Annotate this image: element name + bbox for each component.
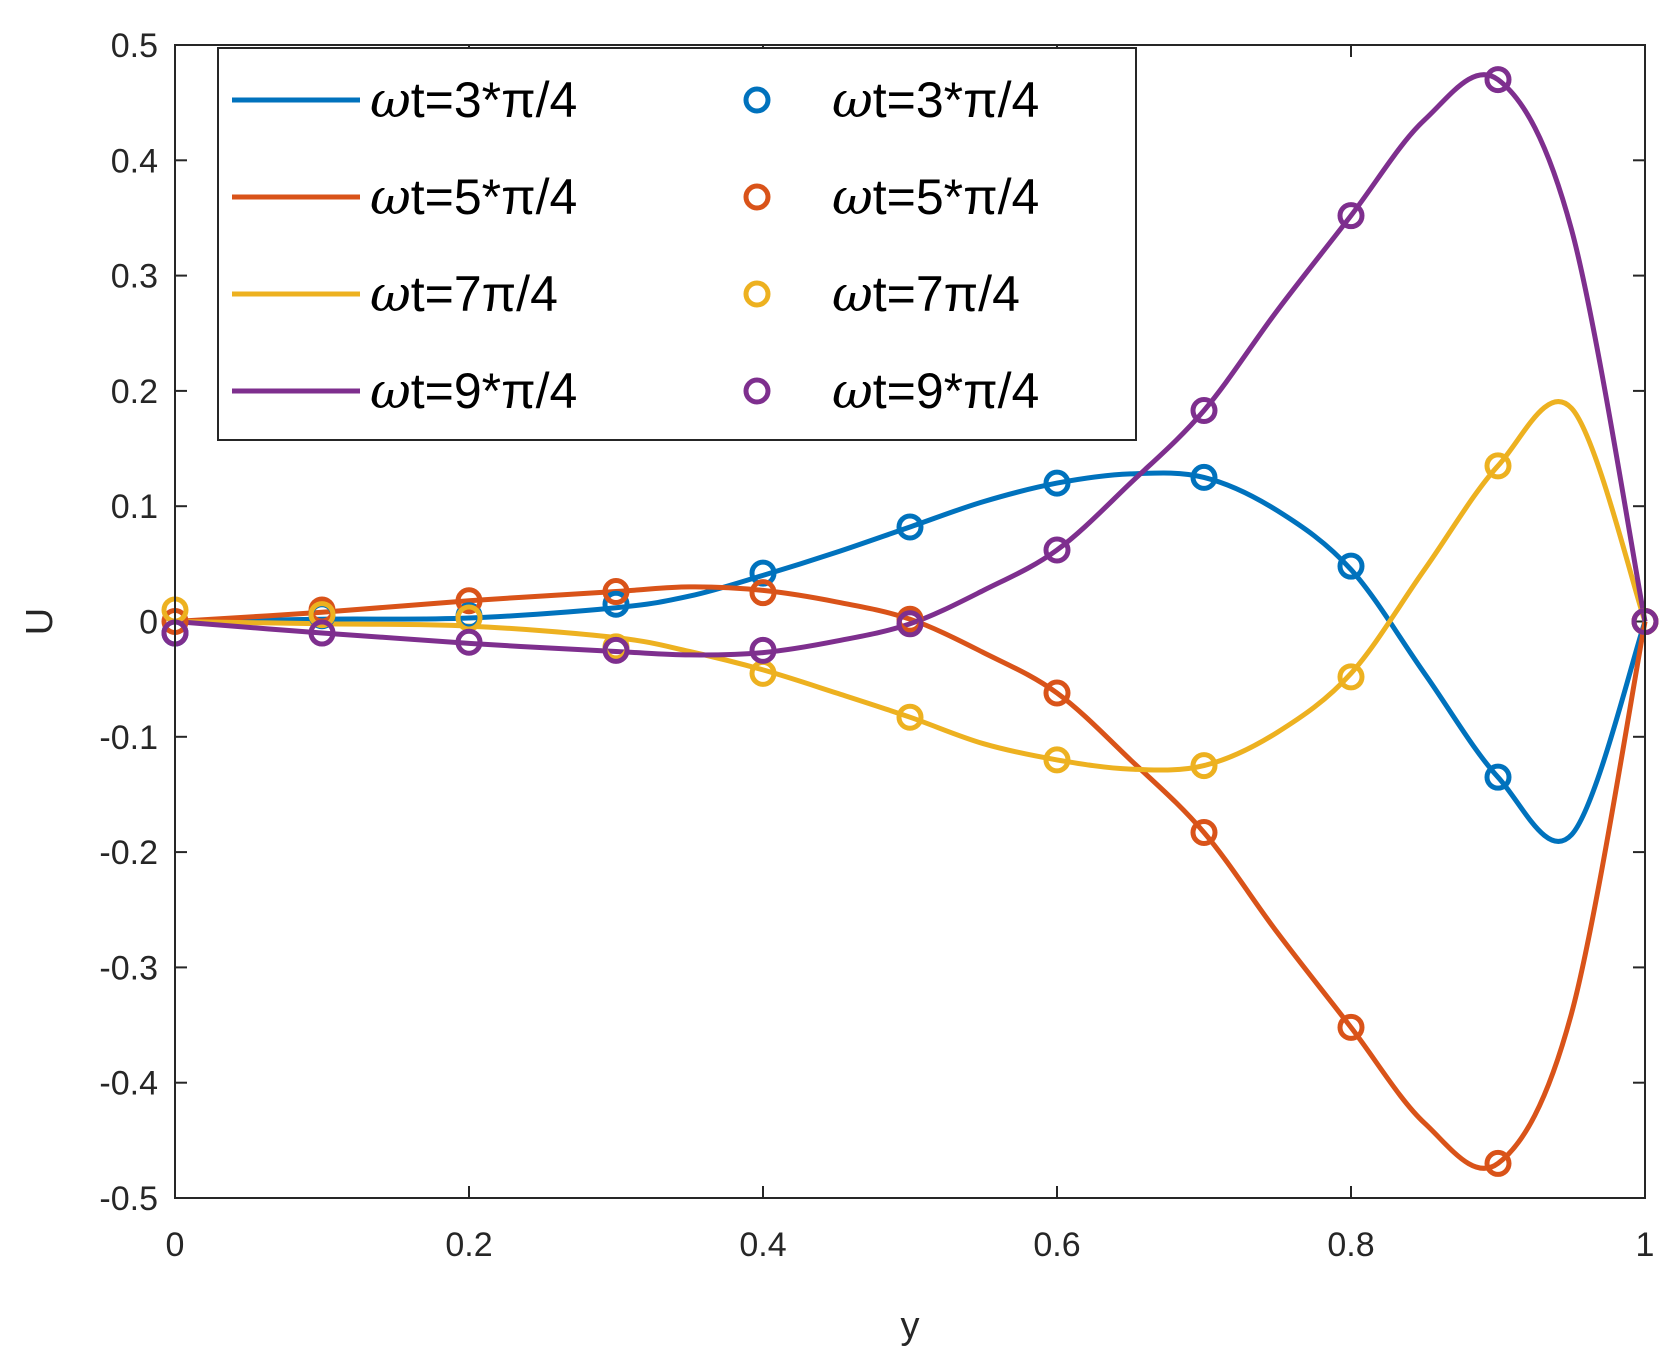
y-tick-label: 0.3 <box>111 258 158 296</box>
x-tick-label: 0.6 <box>1033 1226 1080 1264</box>
y-tick-label: -0.1 <box>99 719 158 757</box>
x-tick-label: 0 <box>166 1226 185 1264</box>
legend-label: ωt=3*π/4 <box>832 71 1039 129</box>
data-point <box>1337 1013 1365 1041</box>
legend-swatch-marker <box>743 280 771 308</box>
legend: ωt=3*π/4ωt=5*π/4ωt=7π/4ωt=9*π/4ωt=3*π/4ω… <box>217 47 1137 441</box>
legend-label-prefix: ω <box>832 168 873 226</box>
legend-label-text: t=3*π/4 <box>411 72 578 128</box>
x-tick-label: 0.2 <box>445 1226 492 1264</box>
data-point <box>1484 763 1512 791</box>
data-point <box>602 590 630 618</box>
series-markers-markers_9pi4 <box>161 66 1659 664</box>
y-tick-label: 0 <box>139 604 158 642</box>
data-point <box>455 628 483 656</box>
legend-label: ωt=7π/4 <box>370 265 558 323</box>
data-point <box>308 601 336 629</box>
legend-label-prefix: ω <box>832 71 873 129</box>
data-point <box>1484 452 1512 480</box>
legend-label-text: t=3*π/4 <box>873 72 1040 128</box>
x-tick-label: 0.4 <box>739 1226 786 1264</box>
legend-label-text: t=9*π/4 <box>411 363 578 419</box>
x-tick-label: 0.8 <box>1327 1226 1374 1264</box>
y-axis-label: U <box>19 608 61 635</box>
x-tick-label: 1 <box>1636 1226 1655 1264</box>
legend-label-text: t=5*π/4 <box>411 169 578 225</box>
data-point <box>455 587 483 615</box>
legend-label-prefix: ω <box>832 265 873 323</box>
data-point <box>1043 536 1071 564</box>
series-line-line_5pi4 <box>174 584 1648 1171</box>
legend-swatch-marker <box>743 377 771 405</box>
data-point <box>749 579 777 607</box>
data-point <box>602 636 630 664</box>
data-point <box>1190 463 1218 491</box>
data-point <box>1043 469 1071 497</box>
legend-label: ωt=9*π/4 <box>832 362 1039 420</box>
legend-label: ωt=5*π/4 <box>832 168 1039 226</box>
legend-label-prefix: ω <box>370 168 411 226</box>
data-point <box>1484 66 1512 94</box>
y-tick-label: 0.2 <box>111 373 158 411</box>
x-axis-label: y <box>901 1305 920 1347</box>
data-series <box>161 66 1659 1177</box>
legend-label: ωt=3*π/4 <box>370 71 577 129</box>
legend-label: ωt=9*π/4 <box>370 362 577 420</box>
data-point <box>1337 202 1365 230</box>
data-point <box>1190 818 1218 846</box>
legend-swatch-marker <box>743 86 771 114</box>
data-point <box>1190 397 1218 425</box>
y-tick-label: -0.3 <box>99 949 158 987</box>
legend-label: ωt=5*π/4 <box>370 168 577 226</box>
data-point <box>1484 1149 1512 1177</box>
y-tick-label: -0.4 <box>99 1065 158 1103</box>
legend-label-text: t=9*π/4 <box>873 363 1040 419</box>
data-point <box>749 636 777 664</box>
legend-swatch-marker <box>743 183 771 211</box>
data-point <box>602 578 630 606</box>
y-tick-label: 0.4 <box>111 142 158 180</box>
data-point <box>896 610 924 638</box>
legend-label-prefix: ω <box>370 71 411 129</box>
y-tick-label: -0.5 <box>99 1180 158 1218</box>
legend-box <box>217 47 1137 441</box>
legend-label-text: t=7π/4 <box>411 266 558 322</box>
y-tick-label: 0.5 <box>111 27 158 65</box>
legend-label-prefix: ω <box>370 362 411 420</box>
plot-frame <box>174 44 1646 1199</box>
legend-label: ωt=7π/4 <box>832 265 1020 323</box>
data-point <box>1190 752 1218 780</box>
data-point <box>1337 663 1365 691</box>
legend-label-text: t=5*π/4 <box>873 169 1040 225</box>
data-point <box>896 513 924 541</box>
data-point <box>1043 679 1071 707</box>
data-point <box>1043 746 1071 774</box>
series-line-line_9pi4 <box>174 72 1648 658</box>
axis-ticks: 0 0.2 0.4 0.6 0.8 1 0.5 0.4 0.3 0.2 0.1 0 -0.1 -0.2 -0… <box>99 27 1654 1264</box>
legend-label-text: t=7π/4 <box>873 266 1020 322</box>
legend-label-prefix: ω <box>832 362 873 420</box>
y-tick-label: 0.1 <box>111 488 158 526</box>
legend-label-prefix: ω <box>370 265 411 323</box>
y-tick-label: -0.2 <box>99 834 158 872</box>
data-point <box>1337 552 1365 580</box>
data-point <box>896 703 924 731</box>
data-point <box>308 619 336 647</box>
